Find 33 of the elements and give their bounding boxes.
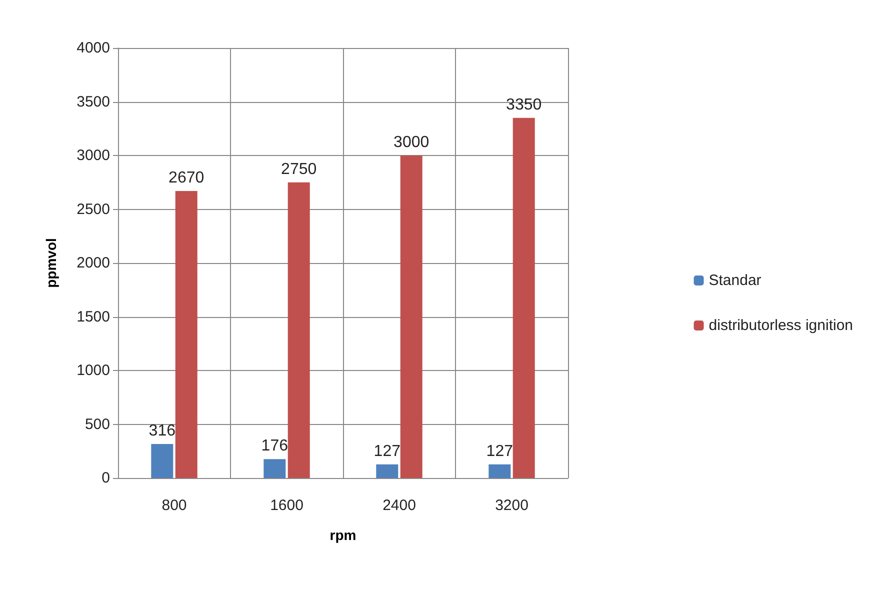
legend-label: distributorless ignition xyxy=(708,317,854,334)
y-tick-label: 3000 xyxy=(76,147,110,164)
data-label: 2670 xyxy=(168,169,204,186)
legend-label: Standar xyxy=(708,272,762,289)
x-tick-label: 3200 xyxy=(495,497,528,514)
x-axis-title: rpm xyxy=(330,527,356,543)
y-tick-label: 1000 xyxy=(76,362,110,379)
y-axis-title: ppmvol xyxy=(43,238,59,288)
data-label: 127 xyxy=(486,442,514,460)
y-tick-label: 0 xyxy=(102,470,110,486)
bar xyxy=(288,182,310,478)
y-tick-label: 4000 xyxy=(76,40,110,56)
data-label: 3350 xyxy=(506,96,542,114)
bar xyxy=(175,190,198,478)
y-tick-label: 500 xyxy=(84,416,110,433)
bar xyxy=(376,464,398,478)
y-tick-label: 1500 xyxy=(76,308,110,326)
bar xyxy=(264,459,286,478)
data-label: 2750 xyxy=(281,160,317,178)
y-tick-label: 2000 xyxy=(76,254,110,272)
bar xyxy=(151,444,174,478)
data-label: 127 xyxy=(374,442,401,460)
x-tick-label: 1600 xyxy=(270,497,304,514)
data-label: 3000 xyxy=(394,134,430,151)
data-label: 316 xyxy=(148,422,176,440)
y-tick-label: 2500 xyxy=(76,200,110,218)
bar xyxy=(400,156,422,478)
y-tick-label: 3500 xyxy=(76,93,110,110)
x-tick-label: 800 xyxy=(162,497,187,514)
bar xyxy=(512,118,535,478)
x-tick-label: 2400 xyxy=(382,497,416,514)
bar xyxy=(488,464,511,478)
data-label: 176 xyxy=(261,438,288,455)
